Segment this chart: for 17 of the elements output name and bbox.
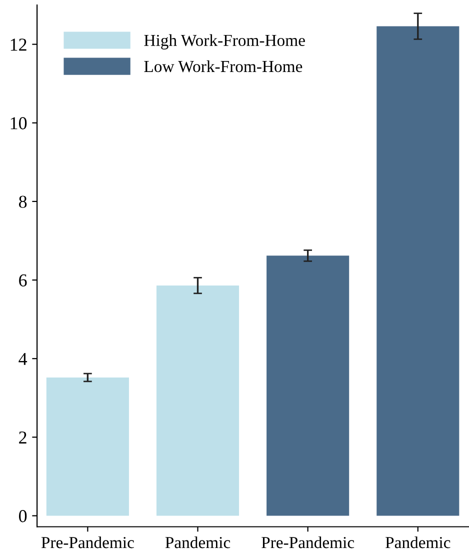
bar	[46, 377, 129, 516]
y-tick-label: 2	[19, 431, 26, 444]
x-tick-label: Pandemic	[165, 536, 230, 548]
y-tick-label: 4	[18, 352, 28, 365]
legend-label: Low Work-From-Home	[144, 60, 302, 72]
legend-label: High Work-From-Home	[144, 34, 305, 50]
x-tick-label: Pre-Pandemic	[262, 536, 354, 548]
x-tick-label: Pre-Pandemic	[41, 536, 134, 548]
y-tick-label: 12	[10, 38, 26, 51]
x-tick-label: Pandemic	[386, 536, 450, 548]
y-tick-label: 10	[10, 117, 27, 130]
y-tick-label: 6	[19, 274, 27, 286]
bar	[376, 26, 460, 516]
bar	[156, 286, 240, 516]
y-tick-label: 0	[18, 510, 27, 522]
bar	[266, 256, 350, 516]
y-tick-label: 8	[18, 196, 27, 208]
